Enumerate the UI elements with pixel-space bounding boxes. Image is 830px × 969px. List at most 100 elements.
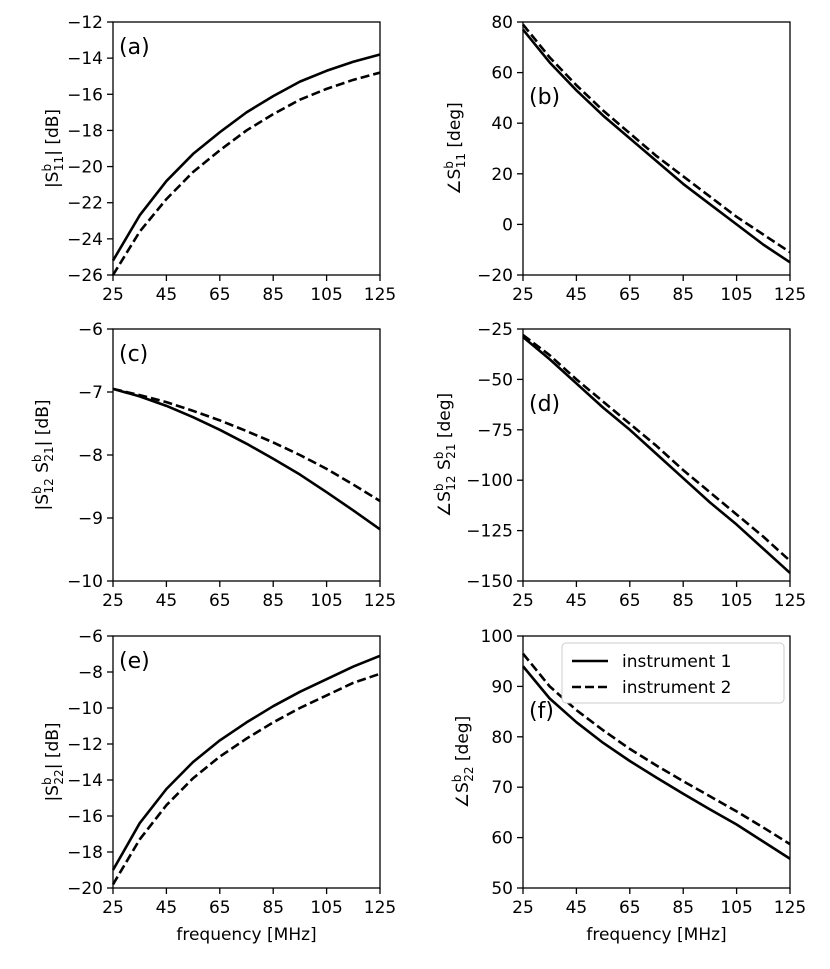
y-tick-label: −20	[67, 879, 103, 899]
y-tick-label: 0	[502, 215, 513, 235]
panel-label: (a)	[119, 35, 150, 60]
y-tick-label: −50	[477, 370, 513, 390]
x-tick-label: 105	[310, 591, 342, 611]
series-line-2	[522, 334, 791, 562]
y-tick-label: −16	[67, 85, 103, 105]
y-tick-label: 80	[491, 13, 513, 33]
x-tick-label: 105	[310, 898, 342, 918]
panel-label: (b)	[529, 85, 560, 110]
y-tick-label: 40	[491, 114, 513, 134]
y-tick-label: −14	[67, 771, 103, 791]
x-tick-label: 85	[672, 285, 694, 305]
x-tick-label: 25	[512, 285, 534, 305]
y-tick-label: 50	[491, 879, 513, 899]
y-tick-label: −10	[67, 572, 103, 592]
y-tick-label: −26	[67, 266, 103, 286]
x-tick-label: 25	[512, 591, 534, 611]
y-axis-label: ∠Sb22 [deg]	[450, 716, 476, 808]
x-tick-label: 105	[720, 591, 752, 611]
x-tick-label: 45	[566, 285, 588, 305]
panel-label: (f)	[529, 699, 554, 724]
x-tick-label: 65	[619, 285, 641, 305]
series-line-1	[521, 28, 791, 264]
y-tick-label: 60	[491, 64, 513, 84]
y-axis-label: |Sb11| [dB]	[40, 109, 66, 188]
y-tick-label: −14	[67, 49, 103, 69]
x-tick-label: 125	[364, 591, 396, 611]
x-tick-label: 25	[102, 285, 124, 305]
x-tick-label: 45	[156, 285, 178, 305]
x-tick-label: 25	[512, 898, 534, 918]
panel-a: 25 45 65 85 105 125 −26 −24 −22 −20 −18 −16 −14 −12 (a…	[40, 13, 396, 305]
y-tick-label: 80	[491, 728, 513, 748]
x-tick-label: 65	[209, 898, 231, 918]
y-tick-label: 70	[491, 778, 513, 798]
series-line-1	[111, 654, 381, 871]
y-tick-label: −8	[78, 663, 103, 683]
y-tick-label: −100	[466, 471, 513, 491]
series-line-1	[111, 53, 381, 262]
x-tick-label: 65	[209, 285, 231, 305]
x-tick-label: 85	[262, 898, 284, 918]
x-tick-label: 45	[566, 898, 588, 918]
y-axis-label: |Sb22| [dB]	[40, 722, 66, 801]
x-tick-label: 105	[720, 285, 752, 305]
y-axis-label: |Sb12 Sb21| [dB]	[30, 399, 56, 510]
axes-frame	[522, 635, 791, 889]
y-tick-label: −125	[466, 522, 513, 542]
x-axis-label: frequency [MHz]	[586, 925, 726, 945]
x-tick-label: 65	[209, 591, 231, 611]
x-tick-label: 45	[156, 591, 178, 611]
y-tick-label: 60	[491, 829, 513, 849]
y-axis-label: ∠Sb11 [deg]	[442, 102, 468, 194]
x-tick-label: 85	[262, 285, 284, 305]
legend-frame	[561, 642, 785, 704]
y-tick-label: −18	[67, 843, 103, 863]
axes-frame	[522, 21, 791, 276]
legend-label: instrument 2	[622, 678, 731, 698]
y-tick-label: −12	[67, 13, 103, 33]
y-tick-label: −6	[78, 320, 103, 340]
panel-c: 25 45 65 85 105 125 −10 −9 −8 −7 −6 (c) |Sb12 Sb21| …	[30, 320, 396, 611]
series-line-1	[521, 665, 791, 860]
panel-b: 25 45 65 85 105 125 −20 0 20 40 60 80 (b) ∠Sb11 [deg]	[442, 13, 806, 305]
x-tick-label: 105	[310, 285, 342, 305]
y-tick-label: 90	[491, 677, 513, 697]
panel-e: 25 45 65 85 105 125 −20 −18 −16 −14 −12 −10 −8 −6 (e) |…	[40, 627, 396, 945]
y-tick-label: −24	[67, 230, 103, 250]
panel-label: (d)	[529, 392, 560, 417]
series-line-2	[111, 71, 381, 276]
y-axis-label: ∠Sb12 Sb21 [deg]	[432, 393, 458, 517]
x-tick-label: 85	[672, 591, 694, 611]
axes-frame	[112, 21, 381, 276]
x-tick-label: 45	[566, 591, 588, 611]
x-tick-label: 65	[619, 591, 641, 611]
x-tick-label: 25	[102, 591, 124, 611]
y-tick-label: −16	[67, 807, 103, 827]
axes-frame	[522, 328, 791, 582]
x-tick-label: 25	[102, 898, 124, 918]
y-tick-label: 20	[491, 165, 513, 185]
y-tick-label: −9	[78, 509, 103, 529]
legend-label: instrument 1	[622, 652, 731, 672]
y-tick-label: −6	[78, 627, 103, 647]
x-tick-label: 125	[774, 898, 806, 918]
y-tick-label: −10	[67, 699, 103, 719]
series-line-2	[112, 387, 381, 503]
y-tick-label: −150	[466, 572, 513, 592]
y-tick-label: −7	[78, 383, 103, 403]
series-line-2	[521, 23, 791, 254]
x-axis-label: frequency [MHz]	[176, 925, 316, 945]
y-tick-label: −18	[67, 121, 103, 141]
series-line-1	[522, 336, 791, 574]
panel-f: 25 45 65 85 105 125 50 60 70 80 90 100 (f) ∠Sb22 [deg…	[450, 627, 806, 945]
x-tick-label: 125	[364, 285, 396, 305]
panel-d: 25 45 65 85 105 125 −150 −125 −100 −75 −50 −25 (d) ∠S…	[432, 320, 806, 611]
y-tick-label: 100	[481, 627, 513, 647]
x-tick-label: 85	[672, 898, 694, 918]
x-tick-label: 45	[156, 898, 178, 918]
series-line-1	[112, 387, 381, 531]
panel-label: (c)	[119, 342, 148, 367]
y-tick-label: −12	[67, 735, 103, 755]
y-tick-label: −22	[67, 194, 103, 214]
